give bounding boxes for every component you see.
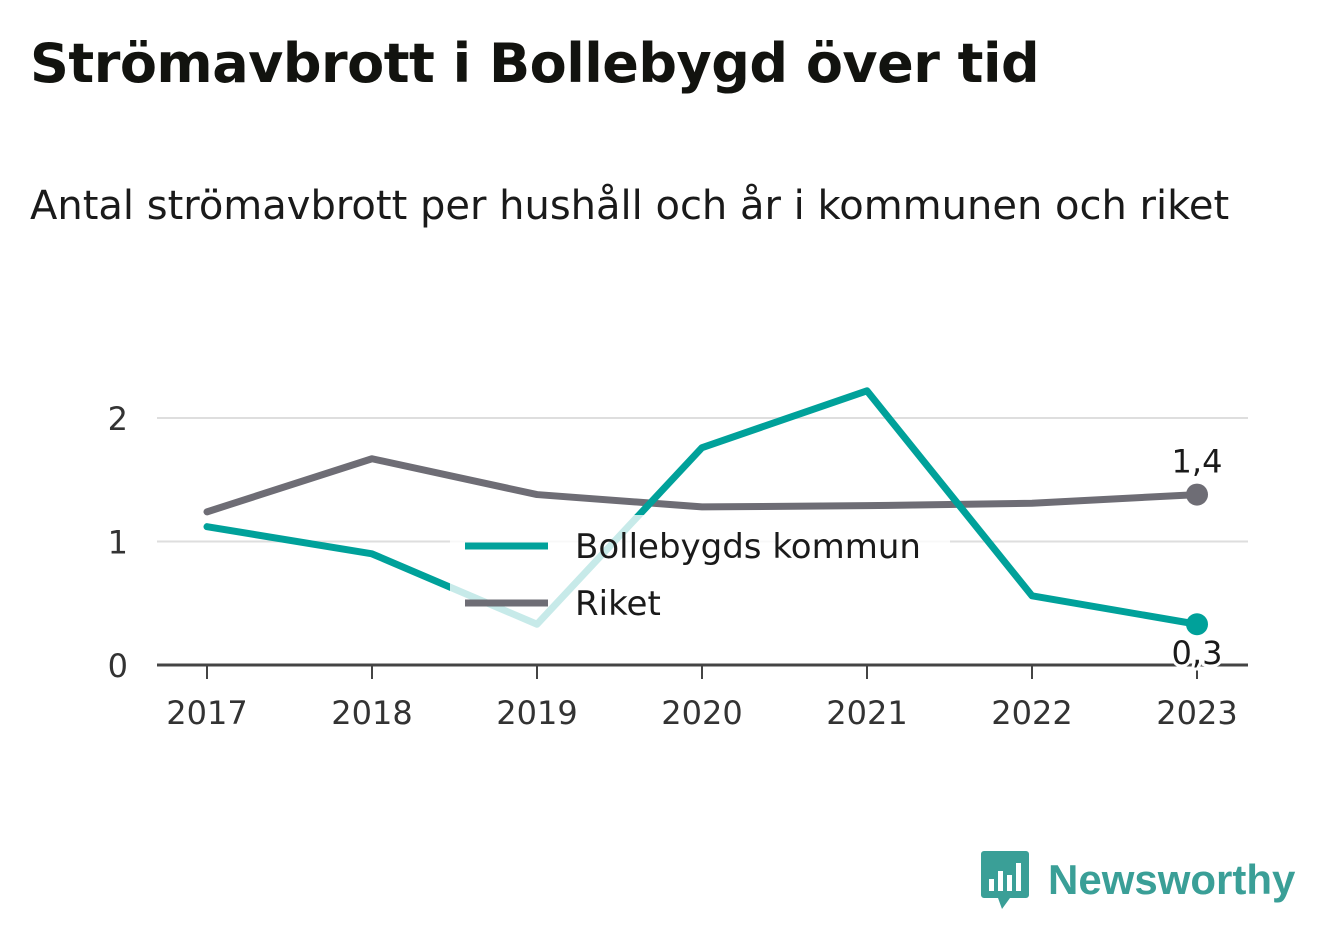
x-tick-label: 2023 bbox=[1156, 694, 1237, 732]
chart-subtitle: Antal strömavbrott per hushåll och år i … bbox=[30, 183, 1230, 229]
chart-title: Strömavbrott i Bollebygd över tid bbox=[30, 32, 1040, 95]
legend-background bbox=[450, 515, 950, 630]
series-lines bbox=[203, 387, 1208, 636]
axes: 0 1 2 2017 2018 2019 2020 2021 2022 2023 bbox=[108, 400, 1248, 732]
legend: Bollebygds kommun Riket bbox=[450, 515, 950, 630]
series-line-riket bbox=[203, 455, 1201, 516]
y-tick-label: 0 bbox=[108, 647, 128, 685]
end-value-label: 0,3 bbox=[1172, 634, 1223, 672]
data-labels: 0,3 1,4 bbox=[1169, 440, 1226, 676]
y-tick-label: 2 bbox=[108, 400, 128, 438]
x-tick-label: 2022 bbox=[991, 694, 1072, 732]
legend-label: Bollebygds kommun bbox=[575, 527, 921, 567]
brand: Newsworthy bbox=[980, 848, 1295, 912]
x-tick-label: 2020 bbox=[661, 694, 742, 732]
legend-label: Riket bbox=[575, 584, 661, 624]
series-endpoint bbox=[1186, 613, 1208, 636]
x-tick-label: 2017 bbox=[166, 694, 247, 732]
y-tick-label: 1 bbox=[108, 524, 128, 562]
x-tick-label: 2021 bbox=[826, 694, 907, 732]
x-tick-label: 2018 bbox=[331, 694, 412, 732]
x-tick-label: 2019 bbox=[496, 694, 577, 732]
end-value-label: 1,4 bbox=[1172, 443, 1223, 481]
bar-chart-speech-bubble-icon bbox=[981, 851, 1029, 909]
brand-name: Newsworthy bbox=[1048, 856, 1296, 903]
series-endpoint bbox=[1186, 483, 1208, 506]
